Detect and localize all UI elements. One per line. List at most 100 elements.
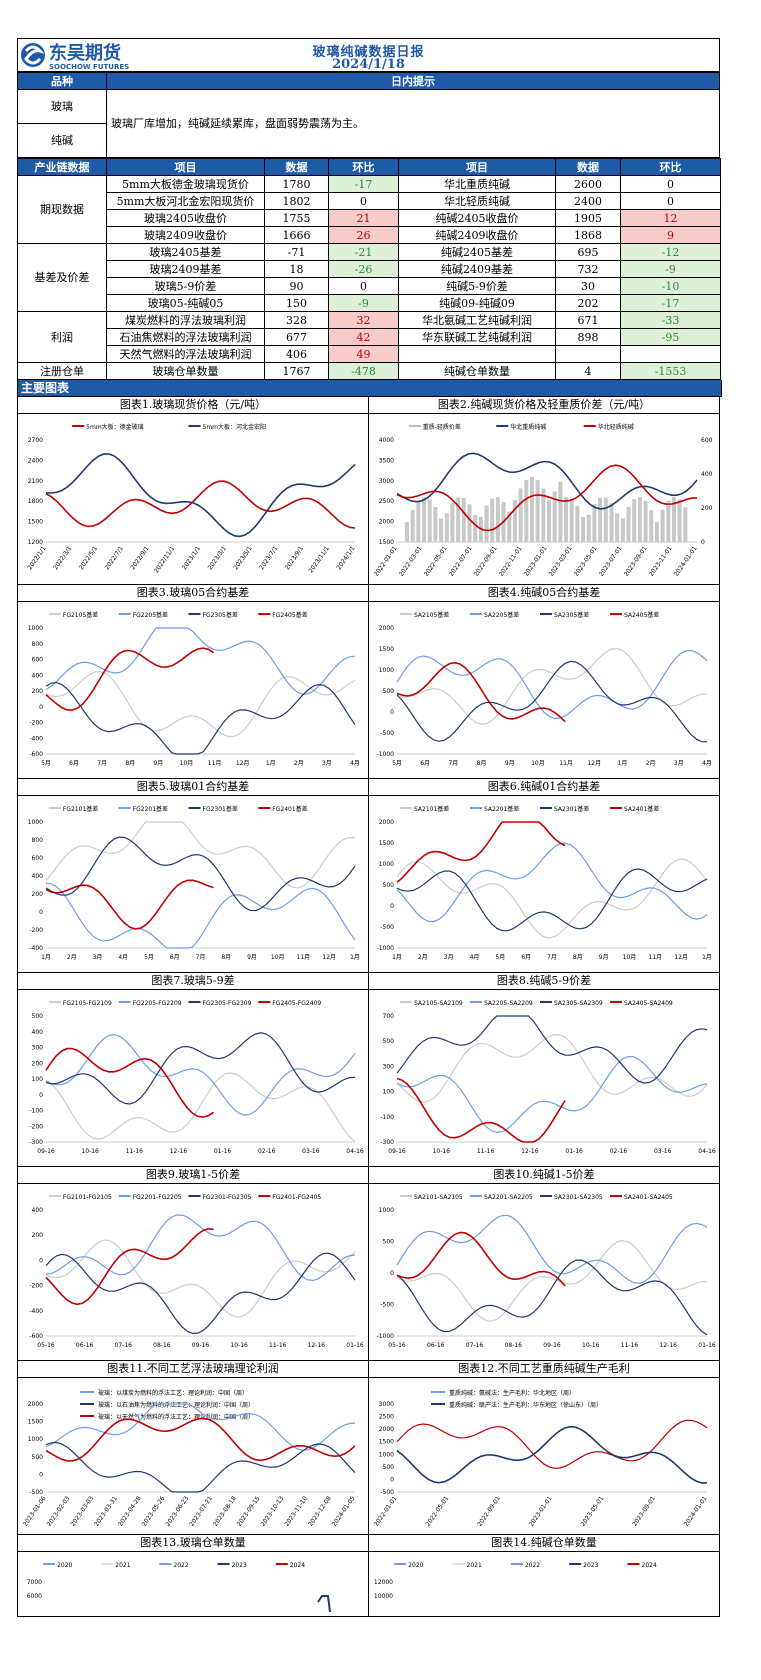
soochow-logo: 东吴期货 SOOCHOW FUTURES [21, 42, 129, 71]
x-tick: 2022-11-01 [498, 545, 524, 578]
legend-entry: FG2401基差 [272, 805, 307, 813]
legend-entry: 2023 [232, 1562, 247, 1569]
y-tick: 1000 [28, 819, 43, 826]
cell-r: 华北氨碱工艺纯碱利润 [398, 311, 556, 329]
x-tick: 9月 [247, 954, 257, 961]
y-tick: 1000 [379, 1207, 394, 1214]
y-tick: 400 [32, 1207, 44, 1214]
chart-svg: 2020 2021 2022 2023 2024 7000 6000 [27, 1562, 331, 1613]
legend-entry: SA2205基差 [484, 611, 519, 619]
y-tick: 0 [390, 709, 394, 716]
cell-r: 纯碱2405收盘价 [398, 209, 556, 227]
x-tick: 2023-09-01 [631, 1495, 657, 1528]
cell-rc: -9 [620, 260, 721, 278]
x-tick: 01-16 [565, 1148, 583, 1155]
x-tick: 2022/5/1 [78, 545, 99, 571]
bar-spread [609, 503, 614, 542]
y-tick: 1000 [379, 861, 394, 868]
x-tick: 9月 [599, 954, 609, 961]
legend-entry: 重质-轻质价差 [423, 423, 461, 431]
chart-svg: SA2105-SA2109 SA2205-SA2209 SA2305-SA2309 S… [380, 1000, 716, 1155]
series-line [45, 1239, 356, 1318]
series-line [45, 821, 356, 889]
legend-entry: FG2305基差 [203, 611, 238, 619]
chart-3: 图表3.玻璃05合约基差 FG2105基差 FG2205基差 FG2305基差 FG24… [17, 585, 368, 779]
legend-entry: 2022 [525, 1562, 540, 1569]
cell-l: 石油焦燃料的浮法玻璃利润 [106, 328, 265, 346]
y2-tick: 600 [701, 437, 713, 444]
series-line [45, 1441, 356, 1493]
x-tick: 04-16 [346, 1148, 364, 1155]
y-tick: -1000 [377, 1333, 395, 1340]
bar-spread [547, 500, 551, 542]
bar-spread [603, 497, 608, 542]
x-tick: 2022/9/1 [129, 545, 150, 571]
legend-entry: 2024 [642, 1562, 657, 1569]
y-tick: -400 [29, 1308, 43, 1315]
y-tick: -100 [29, 1108, 43, 1115]
bar-spread [490, 498, 495, 542]
chart-title: 图表13.玻璃仓单数量 [18, 1535, 368, 1552]
legend-entry: FG2101基差 [63, 805, 98, 813]
y-tick: 0 [39, 1257, 43, 1264]
chart-8: 图表8.纯碱5-9价差 SA2105-SA2109 SA2205-SA2209 SA2… [368, 973, 720, 1167]
y-tick: -600 [29, 1333, 43, 1340]
cell-l: 玻璃2405基差 [106, 243, 265, 261]
legend-entry: 2021 [467, 1562, 482, 1569]
legend-entry: 重质纯碱：联产法：生产毛利：华东地区（徐山东）（周） [449, 1401, 602, 1409]
series-line [45, 647, 215, 711]
y-tick: -500 [380, 730, 394, 737]
series-line [396, 1055, 708, 1134]
series-line [396, 452, 698, 510]
series-line [45, 1072, 356, 1143]
y-tick: 2000 [379, 625, 394, 632]
series-line [45, 836, 356, 912]
x-tick: 2023-07-21 [188, 1495, 214, 1528]
x-tick: 2月 [67, 954, 77, 961]
x-tick: 7月 [547, 954, 557, 961]
series-line [396, 842, 708, 923]
bar-spread [416, 500, 421, 542]
cell-l: 玻璃2409收盘价 [106, 226, 265, 244]
y-tick: 6000 [27, 1593, 42, 1600]
x-tick: 2022/11/1 [153, 545, 176, 574]
chart-title: 图表7.玻璃5-9差 [18, 973, 368, 990]
y-tick: 1500 [379, 840, 394, 847]
table-row: 玻璃5-9价差 90 0 纯碱5-9价差 30 -10 [18, 277, 721, 295]
x-tick: 2月 [294, 760, 304, 767]
x-tick: 12-16 [521, 1148, 539, 1155]
cell-rc: 0 [620, 175, 721, 193]
legend-entry: FG2401-FG2405 [272, 1194, 321, 1201]
table-row: 期现数据 5mm大板德金玻璃现货价 1780 -17 华北重质纯碱 2600 0 [17, 175, 721, 244]
y-tick: -400 [29, 945, 43, 952]
cell-rc: -1553 [620, 362, 721, 380]
x-tick: 1月 [702, 954, 712, 961]
cell-lv: 1780 [264, 175, 329, 193]
chart-title: 图表2.纯碱现货价格及轻重质价差（元/吨） [369, 397, 719, 414]
chart-11: 图表11.不同工艺浮法玻璃理论利润 玻璃：以煤炭为燃料的浮法工艺：理论利润：中国（… [17, 1361, 368, 1535]
x-tick: 2022-09-01 [473, 545, 499, 578]
bar-spread [598, 497, 603, 542]
x-tick: 6月 [420, 760, 430, 767]
y-tick: -100 [380, 1114, 394, 1121]
x-tick: 10月 [623, 954, 637, 961]
x-tick: 6月 [69, 760, 79, 767]
y-tick: 0 [390, 903, 394, 910]
x-tick: 05-16 [37, 1342, 55, 1349]
series-line [396, 1231, 566, 1287]
x-tick: 09-16 [388, 1148, 406, 1155]
x-tick: 2023-02-03 [46, 1495, 72, 1528]
x-tick: 02-16 [610, 1148, 628, 1155]
y-tick: -300 [380, 1139, 394, 1146]
bar-spread [654, 521, 659, 542]
table-row: 玻璃2409收盘价 1666 26 纯碱2409收盘价 1868 9 [18, 226, 721, 244]
legend-entry: SA2405基差 [624, 611, 659, 619]
y-tick: 100 [32, 1076, 44, 1083]
cell-r: 纯碱09-纯碱09 [398, 294, 556, 312]
x-tick: 12-16 [170, 1148, 188, 1155]
x-tick: 10月 [180, 760, 194, 767]
x-tick: 9月 [505, 760, 515, 767]
bar-spread [427, 499, 432, 542]
x-tick: 6月 [521, 954, 531, 961]
x-tick: 1月 [392, 954, 402, 961]
